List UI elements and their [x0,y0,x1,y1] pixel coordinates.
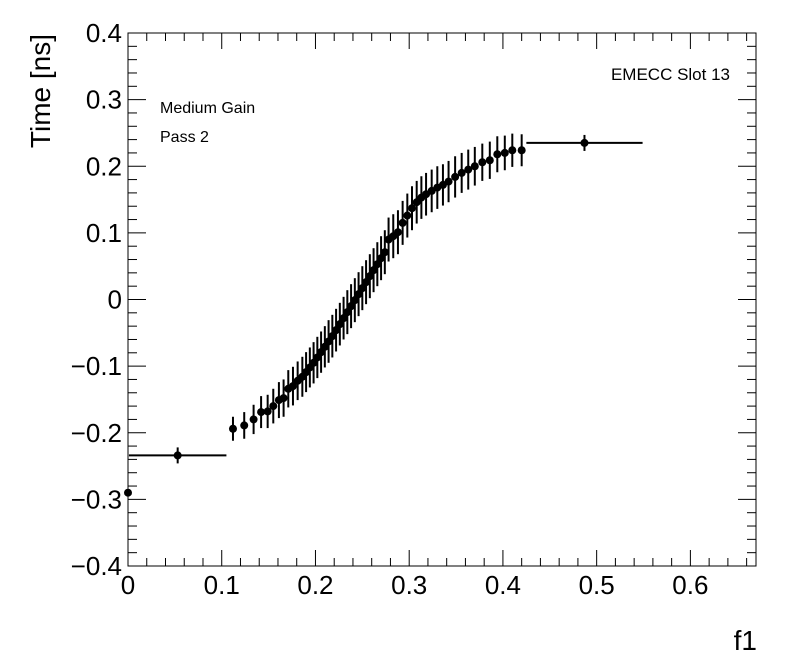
data-point [365,272,374,281]
axis-ticks [127,32,756,567]
data-point [380,248,389,257]
data-point [493,150,502,159]
data-point [408,204,417,213]
y-tick-label: −0.3 [71,484,122,514]
data-points [124,138,589,497]
data-point [269,402,278,411]
y-tick-label: −0.2 [71,418,122,448]
data-point [362,278,371,287]
data-point [350,296,359,305]
data-point [228,424,237,433]
data-point [444,177,453,186]
data-point [393,228,402,237]
x-tick-label: 0.3 [391,570,427,600]
data-point [347,302,356,311]
y-tick-label: 0.2 [86,151,122,181]
data-point [478,158,487,167]
y-tick-label: 0 [108,285,122,315]
data-point [335,320,344,329]
y-tick-label: −0.1 [71,351,122,381]
data-point [249,415,258,424]
data-point [343,308,352,317]
data-point [173,451,182,460]
x-tick-label: 0.4 [485,570,521,600]
x-axis-title: f1 [734,625,757,656]
data-point [517,146,526,155]
data-point [580,138,589,147]
data-point [451,172,460,181]
y-tick-label: 0.1 [86,218,122,248]
chart-title: EMECC Slot 13 [611,65,730,84]
annotation-medium-gain: Medium Gain [160,100,255,117]
x-tick-label: 0.6 [672,570,708,600]
annotation-pass-2: Pass 2 [160,129,209,146]
y-tick-label: 0.4 [86,18,122,48]
data-point [328,332,337,341]
x-tick-label: 0.5 [579,570,615,600]
y-tick-label: −0.4 [71,551,122,581]
data-point [124,488,132,497]
data-point [358,284,367,293]
x-tick-label: 0 [121,570,135,600]
data-point [500,148,509,157]
x-tick-label: 0.2 [297,570,333,600]
x-tick-labels: 0 0.1 0.2 0.3 0.4 0.5 0.6 [121,570,709,600]
y-tick-label: 0.3 [86,85,122,115]
data-point [464,165,473,174]
data-point [470,162,479,171]
data-point [279,394,288,403]
data-point [339,314,348,323]
data-point [403,211,412,220]
x-tick-label: 0.1 [204,570,240,600]
data-point [377,254,386,263]
data-point [263,407,272,416]
data-point [257,408,266,417]
data-point [398,218,407,227]
y-tick-labels: −0.4 −0.3 −0.2 −0.1 0 0.1 0.2 0.3 0.4 [71,18,122,581]
data-point [508,146,517,155]
y-axis-title: Time [ns] [25,34,56,148]
data-point [373,260,382,269]
data-point [354,290,363,299]
data-point [457,168,466,177]
data-point [240,421,249,430]
data-point [332,326,341,335]
data-point [485,156,494,165]
data-point [288,382,297,391]
data-point [369,266,378,275]
